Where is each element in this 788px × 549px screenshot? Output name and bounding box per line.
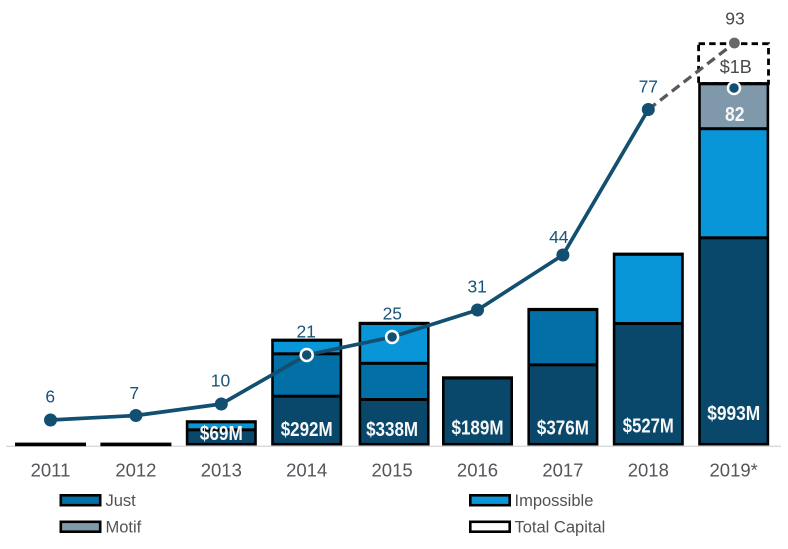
svg-text:2012: 2012	[115, 460, 156, 481]
svg-text:Total Capital: Total Capital	[515, 519, 606, 537]
svg-text:2011: 2011	[31, 460, 71, 481]
svg-text:$993M: $993M	[707, 402, 760, 425]
svg-text:2013: 2013	[201, 460, 242, 481]
svg-text:10: 10	[211, 370, 231, 390]
svg-text:Just: Just	[106, 492, 137, 510]
svg-text:93: 93	[725, 9, 744, 29]
svg-text:7: 7	[129, 383, 139, 403]
svg-text:25: 25	[383, 303, 402, 323]
svg-text:31: 31	[467, 277, 486, 297]
svg-text:$338M: $338M	[366, 418, 418, 441]
svg-text:$292M: $292M	[281, 418, 333, 441]
svg-text:2017: 2017	[542, 460, 583, 481]
svg-text:Motif: Motif	[106, 519, 142, 537]
svg-text:2019*: 2019*	[710, 460, 758, 481]
svg-text:$376M: $376M	[537, 417, 589, 440]
svg-text:$1B: $1B	[720, 57, 752, 77]
svg-text:2018: 2018	[628, 460, 669, 481]
svg-text:2015: 2015	[372, 460, 413, 481]
svg-text:2014: 2014	[286, 460, 327, 481]
svg-text:77: 77	[639, 76, 658, 96]
svg-text:$69M: $69M	[200, 422, 243, 445]
svg-text:$189M: $189M	[452, 417, 504, 440]
svg-text:44: 44	[549, 227, 569, 247]
svg-text:$527M: $527M	[623, 415, 674, 438]
svg-text:2016: 2016	[457, 460, 498, 481]
svg-text:82: 82	[725, 103, 745, 126]
svg-text:Impossible: Impossible	[515, 492, 594, 510]
svg-text:21: 21	[296, 321, 315, 341]
svg-text:6: 6	[45, 387, 55, 407]
